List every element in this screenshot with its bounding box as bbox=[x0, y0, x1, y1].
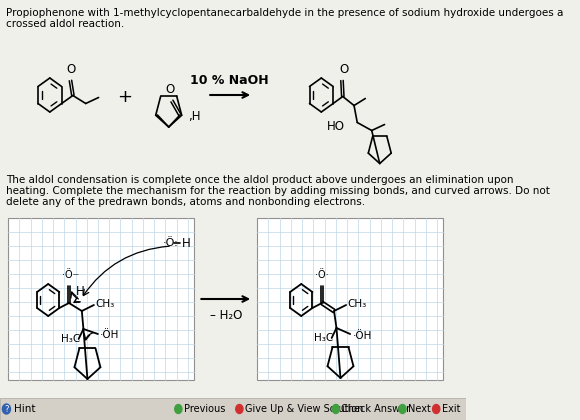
Text: ·Ö·: ·Ö· bbox=[62, 270, 76, 280]
Text: The aldol condensation is complete once the aldol product above undergoes an eli: The aldol condensation is complete once … bbox=[6, 175, 514, 185]
Text: CH₃: CH₃ bbox=[96, 299, 115, 309]
Text: ·ÖH: ·ÖH bbox=[353, 331, 372, 341]
Text: ,H: ,H bbox=[188, 110, 201, 123]
Text: crossed aldol reaction.: crossed aldol reaction. bbox=[6, 19, 125, 29]
Circle shape bbox=[175, 404, 182, 414]
Text: H: H bbox=[182, 236, 190, 249]
Text: H₃C: H₃C bbox=[61, 334, 80, 344]
Circle shape bbox=[2, 404, 10, 414]
Circle shape bbox=[399, 404, 406, 414]
Text: CH₃: CH₃ bbox=[348, 299, 367, 309]
Text: +: + bbox=[117, 88, 132, 106]
Bar bbox=[8, 218, 194, 380]
Text: delete any of the predrawn bonds, atoms and nonbonding electrons.: delete any of the predrawn bonds, atoms … bbox=[6, 197, 365, 207]
Text: Check Answer: Check Answer bbox=[342, 404, 411, 414]
Bar bbox=[257, 218, 444, 380]
Bar bbox=[0, 398, 466, 420]
Text: ·ÖH: ·ÖH bbox=[100, 330, 119, 340]
Circle shape bbox=[433, 404, 440, 414]
Text: Propiophenone with 1-methylcyclopentanecarbaldehyde in the presence of sodium hy: Propiophenone with 1-methylcyclopentanec… bbox=[6, 8, 564, 18]
Text: ⁻: ⁻ bbox=[74, 272, 79, 282]
Text: – H₂O: – H₂O bbox=[209, 309, 242, 322]
Text: HO: HO bbox=[327, 120, 345, 133]
Text: H: H bbox=[76, 285, 85, 298]
Text: Exit: Exit bbox=[442, 404, 461, 414]
Circle shape bbox=[332, 404, 339, 414]
Text: Previous: Previous bbox=[184, 404, 226, 414]
Text: O: O bbox=[339, 63, 348, 76]
Circle shape bbox=[236, 404, 243, 414]
Text: O: O bbox=[165, 83, 174, 96]
Text: Give Up & View Solution: Give Up & View Solution bbox=[245, 404, 364, 414]
Text: Hint: Hint bbox=[14, 404, 35, 414]
Text: Next: Next bbox=[408, 404, 431, 414]
Text: H₃C: H₃C bbox=[314, 333, 334, 343]
Text: 10 % NaOH: 10 % NaOH bbox=[190, 74, 269, 87]
Text: ?: ? bbox=[4, 404, 9, 414]
Text: O: O bbox=[67, 63, 76, 76]
Text: ·Ö:: ·Ö: bbox=[162, 238, 178, 248]
Text: ·Ö·: ·Ö· bbox=[315, 270, 329, 280]
Text: heating. Complete the mechanism for the reaction by adding missing bonds, and cu: heating. Complete the mechanism for the … bbox=[6, 186, 550, 196]
